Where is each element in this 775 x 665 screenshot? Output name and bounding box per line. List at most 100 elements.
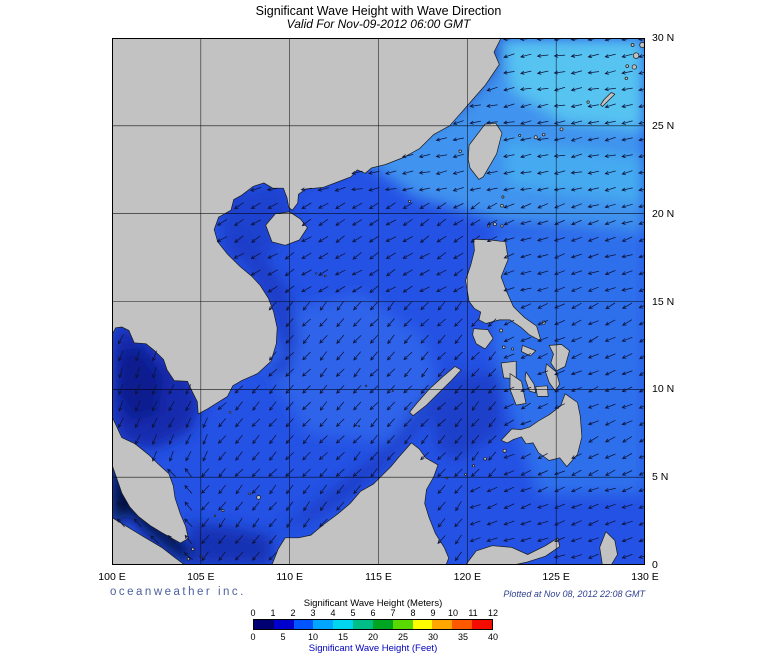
colorbar-meter-tick: 7 <box>390 608 396 618</box>
colorbar-feet-tick: 15 <box>337 632 349 642</box>
colorbar-segment <box>412 620 433 629</box>
wave-direction-arrows <box>116 38 645 562</box>
land-layer <box>112 38 645 565</box>
land-halmahera <box>599 531 618 565</box>
colorbar-meter-tick: 10 <box>447 608 459 618</box>
colorbar-meter-tick: 6 <box>370 608 376 618</box>
lon-tick-label: 115 E <box>365 571 392 583</box>
colorbar-feet-tick: 0 <box>250 632 256 642</box>
island <box>493 222 497 227</box>
land-taiwan <box>467 122 503 180</box>
graticule <box>112 38 645 565</box>
island <box>472 464 476 468</box>
land-samar <box>548 344 570 372</box>
island <box>511 347 515 351</box>
island <box>256 495 261 500</box>
island <box>186 557 190 561</box>
island <box>500 224 504 228</box>
island <box>500 204 504 208</box>
island <box>630 43 635 47</box>
island <box>323 274 327 278</box>
lon-tick-label: 125 E <box>542 571 570 583</box>
land-masbate <box>521 345 537 357</box>
lat-tick-label: 25 N <box>652 119 675 132</box>
valid-time-subtitle: Valid For Nov-09-2012 06:00 GMT <box>286 17 471 32</box>
colorbar-segment <box>372 620 393 629</box>
land-borneo <box>271 442 450 565</box>
colorbar-feet-tick: 30 <box>427 632 439 642</box>
oceanweather-credit: oceanweather inc. <box>110 586 246 598</box>
land-asia-mainland <box>112 38 502 415</box>
lat-tick-label: 30 N <box>652 32 675 44</box>
land-mindoro <box>472 328 494 350</box>
island <box>499 328 503 333</box>
colorbar-segment <box>254 620 274 629</box>
lon-tick-label: 110 E <box>276 571 303 583</box>
island <box>631 64 637 70</box>
island <box>391 390 394 393</box>
colorbar-meter-tick: 9 <box>430 608 436 618</box>
land-malay-peninsula <box>112 416 189 544</box>
land-bohol <box>535 385 549 397</box>
wave-patch-gulf-of-thailand-core <box>117 347 164 421</box>
island <box>502 345 506 349</box>
lon-tick-label: 130 E <box>631 571 659 583</box>
island <box>365 384 368 387</box>
map-frame <box>112 38 645 565</box>
land-sulawesi <box>465 537 561 565</box>
island <box>221 509 225 512</box>
wave-patch-sulu-sea-dark <box>431 373 502 462</box>
island <box>213 514 217 517</box>
map-canvas <box>112 38 645 565</box>
colorbar-meter-tick: 0 <box>250 608 256 618</box>
lon-tick-label: 120 E <box>453 571 482 583</box>
island <box>458 149 462 153</box>
colorbar-meter-tick: 2 <box>290 608 296 618</box>
island <box>228 410 232 414</box>
colorbar-segment <box>273 620 294 629</box>
land-cebu <box>524 371 537 394</box>
island <box>248 492 251 496</box>
colorbar-meter-tick: 4 <box>330 608 336 618</box>
land-sumatra <box>112 517 186 565</box>
lon-tick-label: 100 E <box>98 571 126 583</box>
colorbar-feet-tick: 10 <box>307 632 319 642</box>
land-mindanao <box>500 393 583 467</box>
island <box>191 547 195 551</box>
island <box>487 224 491 228</box>
colorbar-meter-tick: 1 <box>270 608 276 618</box>
island <box>632 52 640 59</box>
colorbar-feet-ticks: 0 5 10 15 20 25 30 35 40 <box>250 632 498 642</box>
colorbar-segment <box>313 620 334 629</box>
colorbar-segment <box>452 620 473 629</box>
wave-patch-malacca-strait <box>112 456 196 560</box>
lat-tick-label: 5 N <box>652 471 669 484</box>
land-palawan <box>409 366 462 417</box>
colorbar-meters-ticks: 0 1 2 3 4 5 6 7 8 9 10 11 12 <box>250 608 498 618</box>
colorbar-segment <box>333 620 354 629</box>
island <box>586 100 590 104</box>
colorbar-segment <box>472 620 492 629</box>
land-luzon <box>465 238 542 342</box>
island <box>358 425 360 428</box>
colorbar-segment <box>432 620 453 629</box>
land-okinawa <box>600 92 616 107</box>
title-block: Significant Wave Height with Wave Direct… <box>112 4 645 32</box>
colorbar-feet-tick: 5 <box>280 632 286 642</box>
page-title: Significant Wave Height with Wave Direct… <box>255 4 502 18</box>
island <box>625 64 629 68</box>
island <box>315 272 318 275</box>
colorbar-feet-tick: 40 <box>487 632 499 642</box>
island <box>624 76 628 81</box>
colorbar-meter-tick: 5 <box>350 608 356 618</box>
land-hainan <box>265 211 308 246</box>
colorbar-meter-tick: 8 <box>410 608 416 618</box>
lon-tick-label: 105 E <box>187 571 215 583</box>
lat-tick-label: 10 N <box>652 383 675 396</box>
colorbar-meter-tick: 12 <box>487 608 499 618</box>
wave-patch-java-sea-dark <box>190 522 272 565</box>
island <box>542 132 546 137</box>
plotted-at-text: Plotted at Nov 08, 2012 22:08 GMT <box>503 589 645 599</box>
island <box>464 473 467 476</box>
